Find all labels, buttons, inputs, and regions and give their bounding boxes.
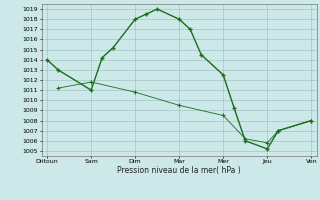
X-axis label: Pression niveau de la mer( hPa ): Pression niveau de la mer( hPa ) xyxy=(117,166,241,175)
